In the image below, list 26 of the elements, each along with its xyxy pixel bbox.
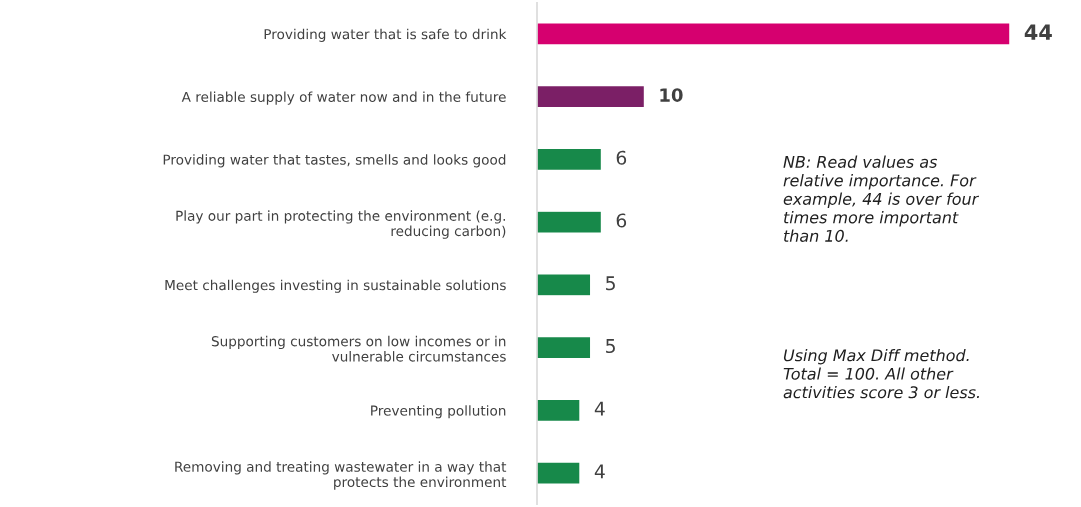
annotation: NB: Read values as relative importance. For example, 44 is over four times more important than 10. — [783, 155, 980, 242]
data-label: 6 — [616, 150, 627, 165]
bar — [537, 147, 603, 172]
bar — [537, 210, 603, 234]
annotation: Using Max Diff method. Total = 100. All other activities score 3 or less. — [783, 348, 979, 399]
y-tick-label: Supporting customers on low incomes or in vulnerable circumstances — [211, 335, 506, 362]
data-label: 6 — [616, 213, 627, 228]
data-label: 5 — [606, 339, 615, 354]
y-tick-label: Play our part in protecting the environment (e.g. reducing carbon) — [176, 210, 506, 239]
y-tick-label: Meet challenges investing in sustainable solutions — [165, 279, 506, 293]
data-label: 4 — [594, 464, 605, 479]
bar — [537, 22, 1011, 46]
bar — [537, 335, 592, 360]
bar — [537, 461, 581, 485]
y-tick-label: Preventing pollution — [371, 405, 506, 419]
data-label: 5 — [606, 276, 615, 291]
bar — [537, 84, 646, 109]
y-tick-label: Providing water that is safe to drink — [264, 28, 507, 42]
data-label: 10 — [660, 88, 683, 102]
data-label: 44 — [1024, 24, 1052, 40]
y-tick-label: Providing water that tastes, smells and looks good — [163, 154, 506, 168]
y-tick-label: Removing and treating wastewater in a way that protects the environment — [175, 461, 507, 490]
bar — [537, 398, 581, 423]
y-tick-label: A reliable supply of water now and in the future — [181, 91, 506, 105]
bar — [537, 273, 592, 297]
data-label: 4 — [594, 401, 605, 416]
